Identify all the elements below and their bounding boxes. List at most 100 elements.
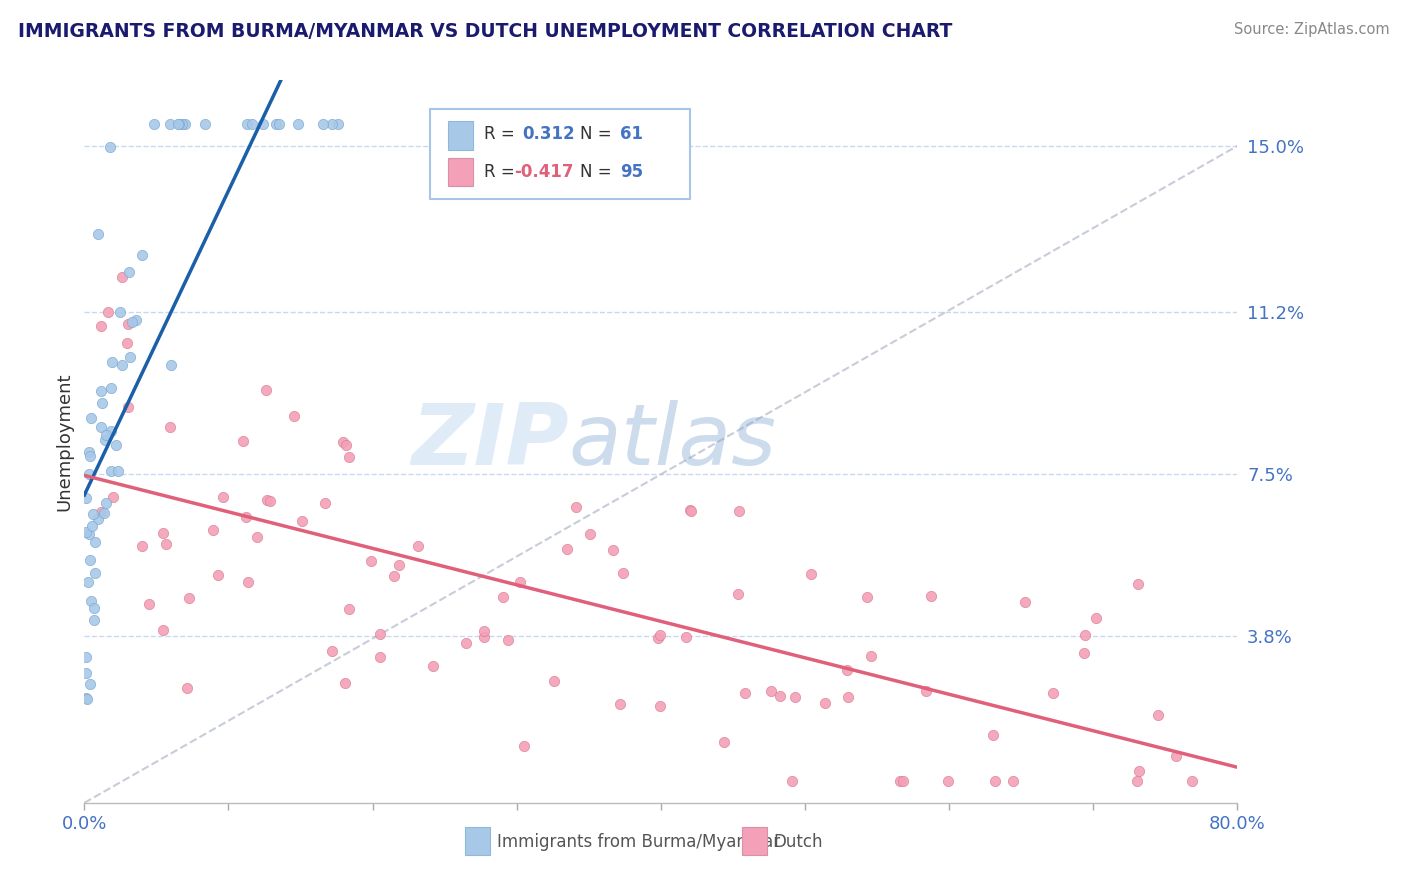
Point: [259, 494, 281, 508]
Point: [75, 491, 97, 505]
Point: [131, 539, 153, 553]
Point: [76, 691, 98, 706]
Text: R =: R =: [485, 126, 520, 144]
Point: [472, 630, 495, 644]
Point: [100, 354, 122, 368]
FancyBboxPatch shape: [741, 828, 766, 855]
Point: [201, 523, 224, 537]
Point: [93, 507, 115, 521]
Point: [75, 649, 97, 664]
Point: [647, 631, 669, 645]
Text: -0.417: -0.417: [515, 163, 574, 181]
Point: [337, 602, 360, 616]
Point: [769, 689, 792, 703]
Point: [240, 117, 263, 131]
Point: [83, 535, 105, 549]
Point: [97, 305, 120, 319]
Point: [111, 270, 134, 285]
Point: [1164, 749, 1187, 764]
Text: N =: N =: [581, 163, 617, 181]
Point: [859, 648, 882, 663]
Point: [94, 495, 117, 509]
Point: [311, 117, 333, 131]
Point: [194, 117, 217, 131]
Point: [914, 684, 936, 698]
Point: [1147, 707, 1170, 722]
Point: [207, 568, 229, 582]
Point: [152, 525, 174, 540]
Point: [167, 117, 190, 131]
Y-axis label: Unemployment: Unemployment: [55, 372, 73, 511]
Point: [100, 381, 122, 395]
Point: [267, 117, 290, 131]
Point: [176, 681, 198, 695]
Point: [252, 117, 274, 131]
Point: [337, 450, 360, 464]
Point: [648, 698, 671, 713]
Point: [118, 265, 141, 279]
Point: [238, 575, 260, 590]
Point: [1002, 773, 1025, 788]
Point: [152, 624, 174, 638]
Point: [734, 686, 756, 700]
Point: [75, 524, 97, 539]
Point: [98, 140, 121, 154]
Text: ZIP: ZIP: [411, 400, 568, 483]
Point: [1084, 611, 1107, 625]
Point: [578, 526, 600, 541]
Text: Dutch: Dutch: [773, 833, 824, 851]
Point: [159, 117, 181, 131]
Point: [77, 445, 100, 459]
Point: [335, 438, 357, 452]
Point: [236, 117, 259, 131]
Point: [77, 527, 100, 541]
Text: Immigrants from Burma/Myanmar: Immigrants from Burma/Myanmar: [498, 833, 780, 851]
Point: [513, 739, 536, 753]
Point: [108, 305, 131, 319]
Text: N =: N =: [581, 126, 617, 144]
Point: [321, 644, 343, 658]
Point: [422, 658, 444, 673]
Text: 95: 95: [620, 163, 644, 181]
Point: [387, 558, 409, 572]
Point: [105, 438, 128, 452]
Point: [454, 636, 477, 650]
Point: [256, 492, 278, 507]
Point: [79, 449, 101, 463]
Point: [101, 490, 124, 504]
Point: [333, 676, 356, 690]
Point: [83, 601, 105, 615]
Text: IMMIGRANTS FROM BURMA/MYANMAR VS DUTCH UNEMPLOYMENT CORRELATION CHART: IMMIGRANTS FROM BURMA/MYANMAR VS DUTCH U…: [18, 22, 953, 41]
Text: atlas: atlas: [568, 400, 776, 483]
Point: [555, 541, 578, 556]
Point: [800, 567, 823, 582]
Point: [94, 434, 117, 448]
Point: [1073, 646, 1095, 660]
Point: [326, 117, 349, 131]
Point: [368, 649, 391, 664]
Point: [235, 510, 257, 524]
Point: [496, 632, 519, 647]
Point: [160, 358, 183, 372]
FancyBboxPatch shape: [447, 121, 472, 151]
Point: [80, 518, 103, 533]
Point: [612, 566, 634, 581]
Point: [368, 626, 391, 640]
Point: [83, 566, 105, 581]
Point: [75, 690, 97, 705]
Point: [138, 597, 160, 611]
Point: [759, 684, 782, 698]
Point: [1074, 628, 1097, 642]
Point: [117, 318, 139, 332]
Point: [287, 117, 309, 131]
Point: [75, 666, 97, 681]
Point: [80, 594, 103, 608]
Point: [406, 540, 429, 554]
Point: [117, 400, 139, 414]
Point: [254, 383, 277, 397]
Point: [936, 773, 959, 788]
Point: [891, 773, 914, 788]
Point: [107, 464, 129, 478]
Point: [80, 410, 103, 425]
Point: [115, 335, 138, 350]
